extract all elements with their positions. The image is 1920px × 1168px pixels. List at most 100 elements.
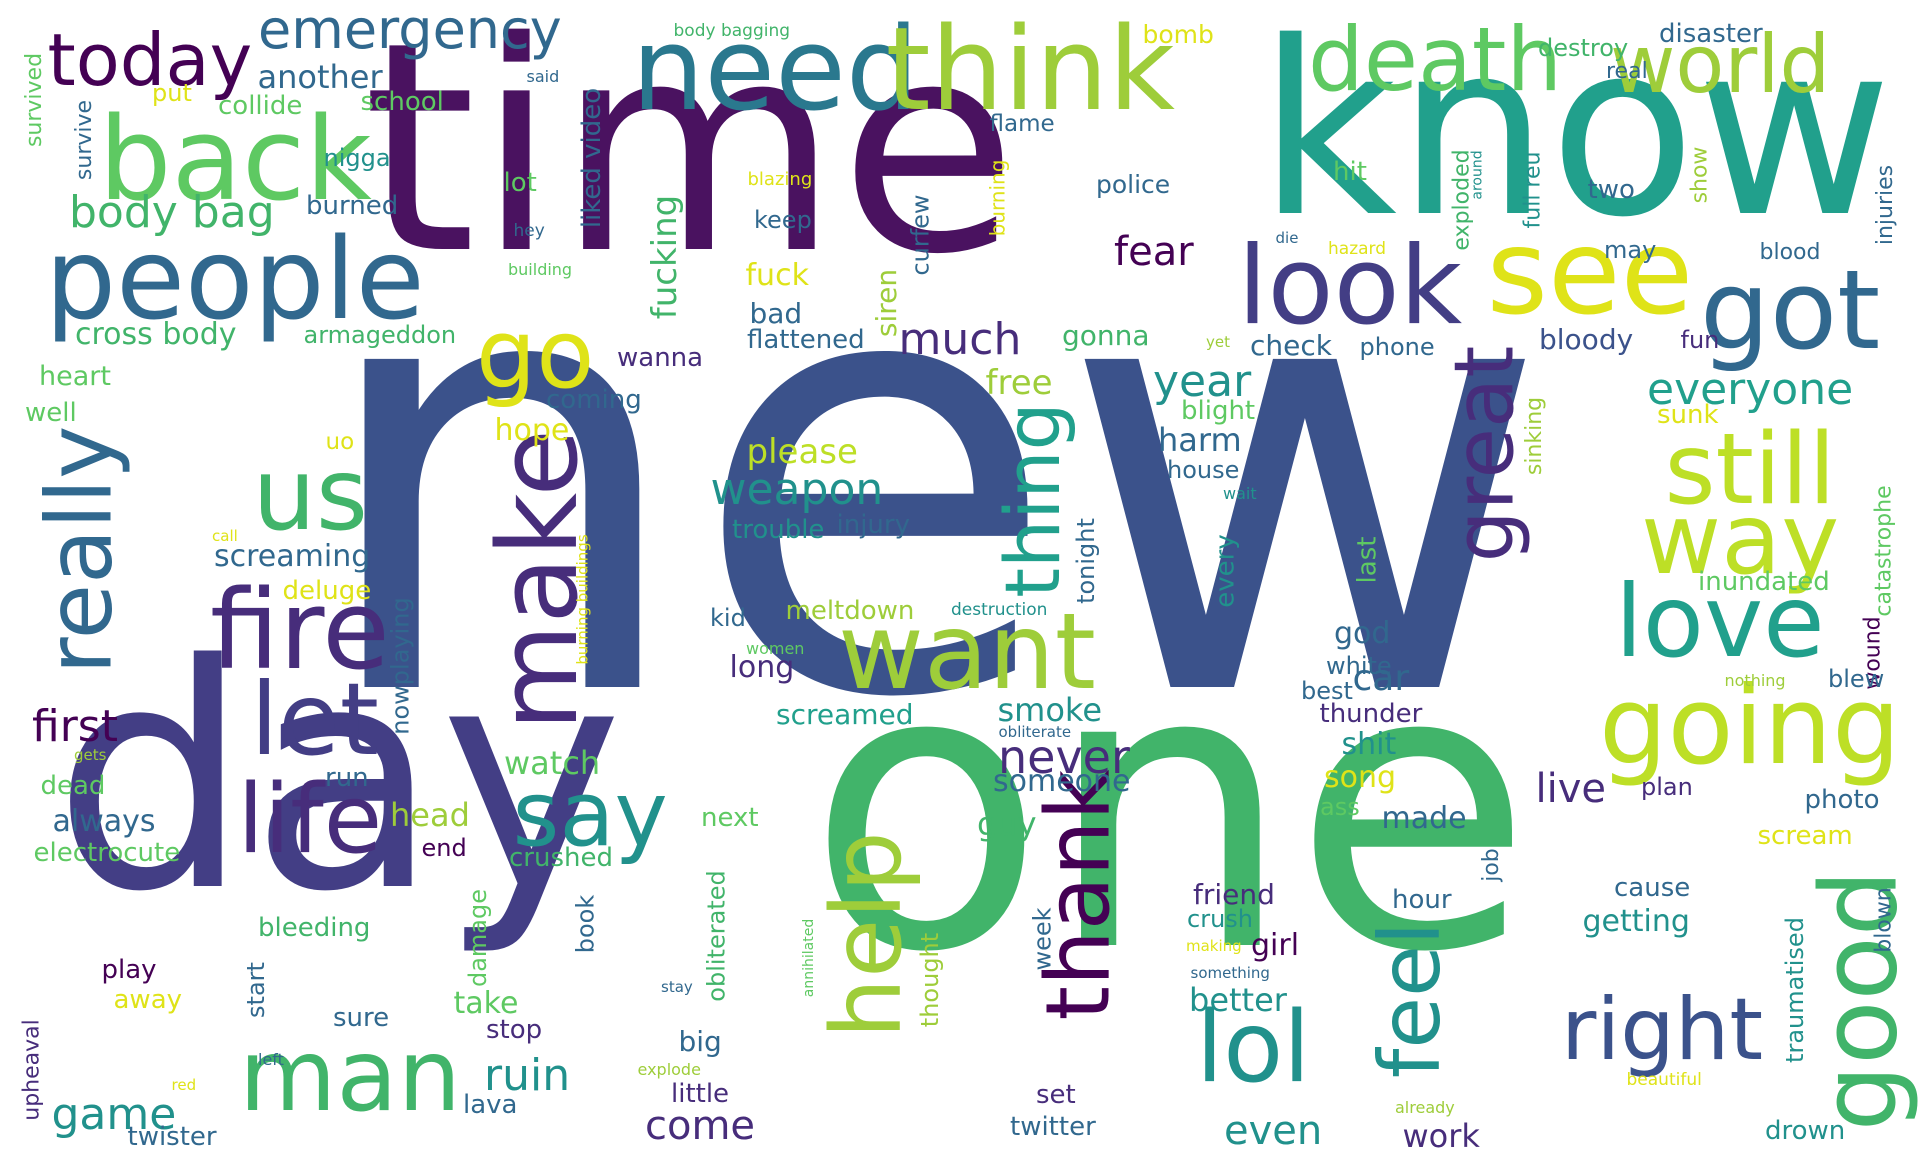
word-still: still: [1664, 413, 1836, 527]
word-wait: wait: [1223, 484, 1257, 503]
word-man: man: [239, 1017, 462, 1134]
word-phone: phone: [1359, 333, 1435, 361]
word-obliterated: obliterated: [702, 870, 731, 1002]
word-every: every: [1210, 534, 1241, 608]
word-house: house: [1167, 456, 1240, 484]
word-weapon: weapon: [710, 464, 884, 515]
word-drown: drown: [1765, 1116, 1846, 1146]
word-cause: cause: [1614, 873, 1691, 903]
word-fun: fun: [1680, 326, 1720, 354]
word-end: end: [421, 834, 467, 862]
word-crush: crush: [1187, 905, 1253, 933]
word-plan: plan: [1641, 773, 1693, 801]
word-well: well: [25, 398, 77, 428]
word-great: great: [1436, 345, 1532, 563]
word-exploded: exploded: [1449, 149, 1475, 251]
word-friend: friend: [1193, 878, 1275, 911]
word-new: new: [310, 130, 1551, 829]
word-hazard: hazard: [1328, 238, 1387, 259]
word-explode: explode: [637, 1060, 701, 1079]
word-big: big: [678, 1025, 722, 1058]
word-keep: keep: [754, 206, 812, 234]
word-guy: guy: [977, 805, 1037, 843]
word-dead: dead: [40, 771, 106, 801]
word-bomb: bomb: [1142, 19, 1214, 49]
word-nothing: nothing: [1724, 671, 1786, 690]
word-upheaval: upheaval: [19, 1019, 45, 1121]
word-back: back: [98, 92, 372, 227]
word-game: game: [51, 1089, 177, 1140]
word-wanna: wanna: [617, 343, 704, 373]
word-want: want: [838, 590, 1096, 713]
word-bad: bad: [749, 297, 803, 330]
word-help: help: [810, 831, 923, 1039]
word-set: set: [1036, 1080, 1076, 1110]
word-come: come: [645, 1103, 756, 1149]
word-put: put: [152, 79, 192, 107]
word-injuries: injuries: [1873, 164, 1899, 246]
word-sure: sure: [333, 1003, 390, 1033]
word-photo: photo: [1804, 785, 1880, 815]
word-one: one: [807, 583, 1533, 1037]
word-blew: blew: [1828, 665, 1885, 693]
word-thought: thought: [916, 932, 945, 1028]
word-screamed: screamed: [776, 698, 914, 731]
word-annihilated: annihilated: [801, 918, 818, 998]
word-day: day: [53, 599, 624, 960]
word-best: best: [1301, 677, 1353, 705]
word-lava: lava: [463, 1090, 518, 1120]
word-fear: fear: [1114, 229, 1194, 275]
word-real: real: [1606, 59, 1648, 84]
word-yet: yet: [1206, 332, 1230, 351]
word-injury: injury: [836, 510, 910, 540]
word-scream: scream: [1757, 821, 1853, 851]
word-flame: flame: [989, 110, 1055, 137]
word-better: better: [1189, 981, 1287, 1019]
word-gets: gets: [74, 745, 107, 764]
word-survive: survive: [72, 99, 98, 181]
word-another: another: [257, 58, 383, 96]
word-watch: watch: [504, 744, 601, 782]
word-hit: hit: [1333, 157, 1367, 187]
word-free: free: [985, 363, 1053, 403]
word-body-bag: body bag: [69, 187, 275, 238]
word-someone: someone: [993, 764, 1131, 799]
word-said: said: [526, 67, 560, 86]
word-lol: lol: [1196, 991, 1311, 1105]
word-stop: stop: [486, 1015, 543, 1045]
word-song: song: [1324, 760, 1397, 795]
word-time: time: [362, 0, 1018, 318]
word-screaming: screaming: [214, 539, 371, 574]
word-start: start: [241, 962, 270, 1018]
word-show: show: [1686, 146, 1712, 204]
word-cross-body: cross body: [75, 317, 237, 352]
word-police: police: [1096, 169, 1171, 199]
word-liked-video: liked video: [577, 87, 608, 229]
word-damage: damage: [464, 888, 493, 988]
word-next: next: [701, 803, 759, 833]
word-got: got: [1700, 246, 1881, 374]
word-live: live: [1535, 766, 1607, 812]
word-made: made: [1381, 801, 1467, 836]
word-everyone: everyone: [1647, 364, 1854, 415]
word-gonna: gonna: [1062, 319, 1150, 352]
word-women: women: [746, 639, 805, 658]
word-bloody: bloody: [1539, 323, 1634, 356]
word-school: school: [360, 87, 444, 117]
word-full-reu: full reu: [1519, 151, 1545, 229]
word-job: job: [1478, 848, 1504, 882]
word-book: book: [570, 894, 599, 954]
word-god: god: [1334, 616, 1391, 651]
word-obliterate: obliterate: [998, 722, 1072, 741]
word-two: two: [1587, 175, 1635, 205]
word-girl: girl: [1251, 928, 1300, 963]
word-beautiful: beautiful: [1626, 1069, 1702, 1090]
word-smoke: smoke: [997, 691, 1103, 729]
word-need: need: [631, 2, 919, 137]
word-fire: fire: [210, 566, 390, 694]
word-fuck: fuck: [745, 258, 809, 293]
word-destruction: destruction: [951, 599, 1048, 620]
word-ruin: ruin: [484, 1050, 571, 1101]
word-shit: shit: [1341, 727, 1397, 762]
